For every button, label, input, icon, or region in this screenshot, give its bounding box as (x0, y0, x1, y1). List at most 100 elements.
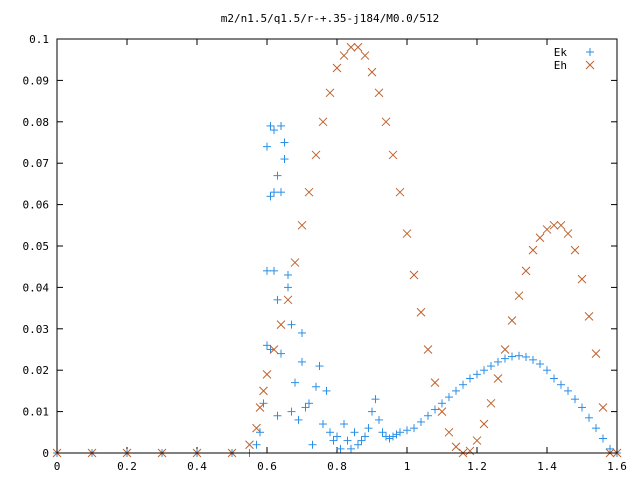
data-point (273, 171, 282, 180)
data-point (585, 413, 593, 422)
data-point-d2 (528, 245, 538, 255)
data-point-d2 (339, 51, 349, 60)
data-point (417, 417, 425, 426)
data-point (515, 351, 523, 360)
data-point (556, 220, 566, 230)
x-tick-label: 0 (54, 460, 61, 473)
data-point (367, 67, 377, 77)
data-point (444, 427, 454, 437)
data-point-d2 (514, 291, 524, 301)
data-point-d2 (388, 150, 398, 160)
data-point (357, 436, 366, 445)
data-point (290, 258, 300, 267)
data-point (570, 245, 580, 255)
y-tick-label: 0.02 (23, 364, 50, 377)
data-point (395, 187, 405, 197)
plot-frame (56, 38, 618, 454)
data-point-d2 (381, 117, 391, 127)
data-point-d2 (430, 378, 440, 387)
data-point (584, 312, 594, 321)
data-point (403, 426, 411, 435)
data-point (459, 380, 467, 389)
data-point (301, 403, 310, 412)
data-point (606, 444, 614, 453)
data-point (360, 51, 370, 60)
data-point (409, 270, 419, 280)
data-point (431, 405, 439, 414)
data-point (364, 424, 373, 433)
data-point (410, 424, 418, 433)
data-point (329, 436, 338, 445)
chart-title: m2/n1.5/q1.5/r-+.35-j184/M0.0/512 (221, 12, 440, 25)
legend-marker (585, 60, 595, 70)
y-tick-label: 0.07 (23, 157, 50, 170)
data-point-d2 (346, 42, 356, 52)
data-point-d2 (259, 386, 268, 396)
data-point (353, 42, 363, 52)
data-point (255, 403, 265, 412)
data-point (347, 444, 355, 453)
data-point (339, 51, 349, 60)
data-point (291, 378, 299, 387)
data-point (280, 155, 289, 164)
data-point-d2 (444, 427, 454, 437)
data-point (350, 428, 359, 437)
legend-marker (586, 48, 594, 56)
data-point-d2 (542, 225, 552, 234)
data-point (333, 432, 341, 441)
data-point (252, 440, 261, 449)
data-point (263, 266, 271, 275)
data-point-d2 (283, 295, 293, 305)
y-tick-label: 0.06 (23, 199, 50, 212)
data-point (402, 229, 412, 238)
data-point-d2 (353, 42, 363, 52)
data-point (528, 245, 538, 255)
x-tick-label: 0.8 (327, 460, 347, 473)
data-point (423, 345, 433, 354)
data-point (374, 88, 384, 98)
data-point (266, 121, 275, 130)
data-point (381, 117, 391, 127)
data-point (592, 424, 600, 433)
data-point-d2 (269, 345, 279, 354)
x-tick-label: 0.4 (187, 460, 207, 473)
data-point (501, 354, 509, 363)
data-point (277, 121, 285, 130)
data-point (277, 188, 285, 197)
data-point-d2 (598, 403, 608, 412)
data-point (480, 366, 488, 375)
data-point (287, 407, 296, 416)
series-eh (52, 42, 622, 458)
data-point (445, 393, 453, 402)
data-point (493, 374, 503, 383)
data-point (571, 395, 579, 404)
data-point-d2 (479, 419, 489, 429)
data-point (486, 398, 496, 408)
data-point (305, 399, 313, 408)
data-point-d2 (507, 316, 517, 325)
data-point-d2 (252, 423, 261, 433)
data-point (389, 432, 397, 441)
data-point (378, 428, 387, 437)
y-tick-label: 0.05 (23, 240, 50, 253)
data-point-d2 (465, 446, 475, 456)
data-point (535, 233, 545, 243)
data-point-d2 (591, 349, 601, 358)
data-point-d2 (437, 407, 447, 416)
data-point (430, 378, 440, 387)
data-point (361, 432, 369, 441)
data-point (396, 428, 404, 437)
data-point-d2 (367, 67, 377, 77)
data-point-d2 (360, 51, 370, 60)
data-point (514, 291, 524, 301)
data-point (326, 428, 334, 437)
data-point (375, 415, 383, 424)
data-point (529, 355, 537, 364)
data-point-d2 (416, 307, 426, 317)
data-point (424, 411, 432, 420)
data-point (382, 432, 390, 441)
data-point-d2 (486, 398, 496, 408)
data-point (319, 420, 327, 429)
